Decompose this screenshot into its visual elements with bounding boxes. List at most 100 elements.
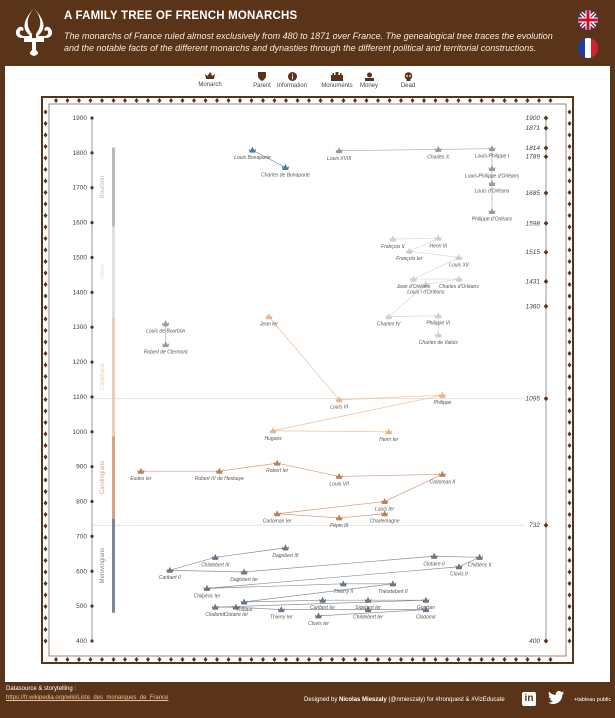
monarch-crown[interactable] bbox=[385, 428, 393, 435]
border-ornament bbox=[433, 98, 438, 103]
legend-monuments[interactable]: Monuments bbox=[307, 72, 367, 89]
monarch-crown[interactable] bbox=[335, 514, 343, 521]
monarch-crown[interactable] bbox=[438, 391, 446, 398]
family-link bbox=[219, 462, 278, 472]
legend-monarch[interactable]: Monarch bbox=[180, 72, 240, 88]
monarch-crown[interactable] bbox=[476, 553, 484, 560]
monarch-crown[interactable] bbox=[389, 235, 397, 242]
monarch-crown[interactable] bbox=[364, 606, 372, 613]
monarch-crown[interactable] bbox=[335, 472, 343, 479]
monarch-crown[interactable] bbox=[281, 544, 289, 551]
monarch-crown[interactable] bbox=[488, 207, 496, 214]
border-ornament bbox=[43, 132, 48, 138]
monarch-crown[interactable] bbox=[488, 165, 496, 172]
right-axis: 400 732 1095 1360 1431 1515 1598 1685 1789 1814 18… bbox=[526, 115, 549, 645]
monarch-crown[interactable] bbox=[434, 234, 442, 241]
france-flag-icon[interactable] bbox=[578, 38, 598, 58]
monarch-crown[interactable] bbox=[240, 568, 248, 575]
monarch-crown[interactable] bbox=[211, 553, 219, 560]
monarch-crown[interactable] bbox=[455, 275, 463, 282]
monarch-crown[interactable] bbox=[488, 145, 496, 152]
left-tick-mark bbox=[90, 465, 94, 469]
border-ornament bbox=[567, 201, 572, 207]
monarch-crown[interactable] bbox=[455, 253, 463, 260]
legend-money[interactable]: Money bbox=[339, 72, 399, 89]
monarch-name: Charles de Valois bbox=[419, 340, 459, 346]
border-ornament bbox=[330, 657, 334, 662]
monarch-crown[interactable] bbox=[430, 552, 438, 559]
monarch-name: Chilpéric Ier bbox=[194, 593, 221, 599]
left-tick-label: 700 bbox=[76, 533, 87, 540]
monarch-crown[interactable] bbox=[455, 563, 463, 570]
monarch-crown[interactable] bbox=[335, 147, 343, 154]
monarch-crown[interactable] bbox=[434, 312, 442, 319]
border-ornament bbox=[537, 98, 541, 103]
legend-dead[interactable]: Dead bbox=[378, 72, 438, 89]
monarch-crown[interactable] bbox=[364, 596, 372, 603]
border-ornament bbox=[567, 627, 572, 632]
left-tick-mark bbox=[90, 290, 94, 294]
border-ornament bbox=[65, 657, 70, 662]
monarch-crown[interactable] bbox=[240, 598, 248, 605]
monarch-crown[interactable] bbox=[211, 603, 219, 610]
legend-information[interactable]: Information bbox=[262, 72, 322, 89]
monarch-crown[interactable] bbox=[203, 584, 211, 591]
family-link bbox=[235, 606, 282, 610]
monarch-crown[interactable] bbox=[381, 498, 389, 505]
monarch-crown[interactable] bbox=[162, 341, 170, 348]
monarch-crown[interactable] bbox=[248, 146, 256, 153]
monarch-name: Childebert III bbox=[201, 562, 230, 568]
twitter-icon[interactable] bbox=[548, 691, 564, 705]
monarch-crown[interactable] bbox=[273, 510, 281, 517]
monarch-crown[interactable] bbox=[434, 145, 442, 152]
monarch-crown[interactable] bbox=[319, 596, 327, 603]
monarch-crown[interactable] bbox=[232, 603, 240, 610]
monarch-name: Eudes Ier bbox=[130, 476, 152, 482]
monarch-crown[interactable] bbox=[273, 459, 281, 466]
border-ornament bbox=[567, 259, 572, 264]
monarch-crown[interactable] bbox=[137, 467, 145, 474]
monarch-crown[interactable] bbox=[339, 580, 347, 587]
monarch-crown[interactable] bbox=[385, 313, 393, 320]
border-ornament bbox=[307, 657, 311, 662]
monarch-crown[interactable] bbox=[277, 606, 285, 613]
monarch-crown[interactable] bbox=[315, 612, 322, 619]
border-ornament bbox=[422, 98, 426, 103]
monarch-crown[interactable] bbox=[488, 180, 496, 187]
monarch-name: Hugues bbox=[264, 436, 282, 442]
monarch-crown[interactable] bbox=[422, 606, 430, 613]
monarch-crown[interactable] bbox=[438, 470, 446, 477]
monarch-crown[interactable] bbox=[434, 331, 442, 338]
uk-flag-icon[interactable] bbox=[578, 10, 598, 30]
monarch-crown[interactable] bbox=[166, 566, 174, 573]
monarch-crown[interactable] bbox=[405, 247, 413, 254]
monarch-name: Childebert Ier bbox=[353, 615, 383, 621]
monarch-crown[interactable] bbox=[281, 164, 289, 171]
monarch-name: Charles de Bonaparte bbox=[261, 173, 310, 179]
source-link[interactable]: https://fr.wikipedia.org/wiki/Liste_des_… bbox=[6, 695, 169, 701]
linkedin-icon[interactable]: in bbox=[522, 692, 536, 706]
legend-parent[interactable]: Parent bbox=[232, 72, 292, 89]
monarch-crown[interactable] bbox=[215, 467, 223, 474]
border-ornament bbox=[295, 98, 300, 103]
border-inner-frame bbox=[48, 103, 567, 657]
border-ornament bbox=[65, 98, 70, 103]
monarch-name: Louis-Philippe I bbox=[475, 154, 510, 160]
monarch-crown[interactable] bbox=[269, 427, 277, 434]
monarch-crown[interactable] bbox=[409, 275, 417, 282]
monarch-crown[interactable] bbox=[265, 313, 273, 320]
monarch-crown[interactable] bbox=[389, 580, 397, 587]
family-link bbox=[206, 566, 459, 589]
monarch-crown[interactable] bbox=[381, 510, 389, 517]
monarch-crown[interactable] bbox=[422, 280, 430, 287]
right-tick-mark bbox=[543, 220, 549, 226]
border-ornament bbox=[318, 657, 323, 662]
left-tick-mark bbox=[90, 430, 94, 434]
border-ornament bbox=[157, 657, 162, 662]
monarch-crown[interactable] bbox=[162, 320, 170, 327]
border-ornament bbox=[567, 546, 572, 552]
monarch-crown[interactable] bbox=[335, 396, 343, 403]
family-link bbox=[339, 149, 439, 152]
border-ornament bbox=[567, 615, 572, 621]
monarch-crown[interactable] bbox=[422, 596, 430, 603]
